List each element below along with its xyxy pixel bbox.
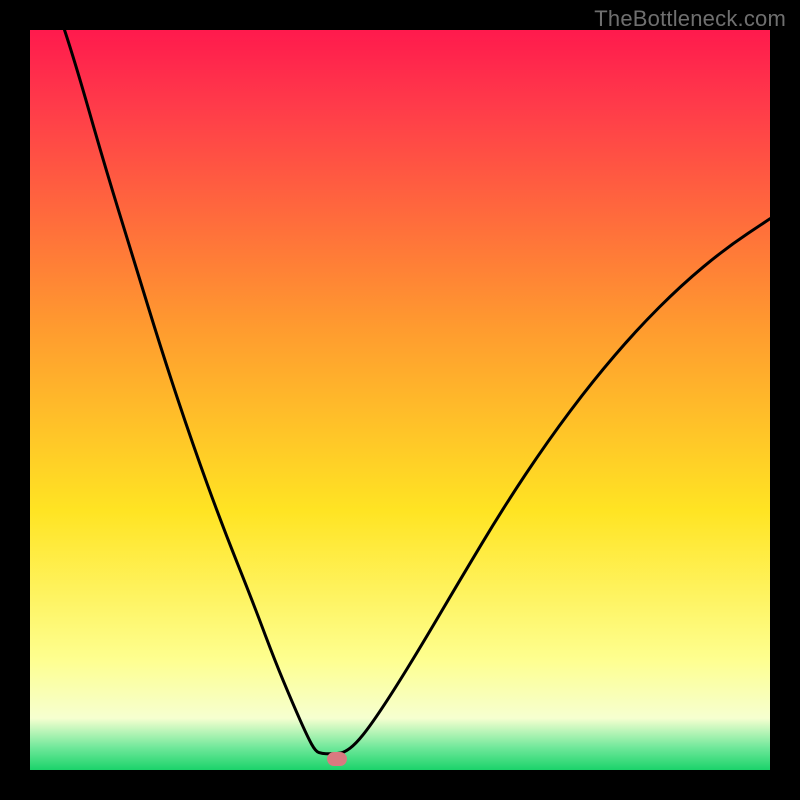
optimal-point-marker — [327, 752, 347, 766]
chart-frame: TheBottleneck.com — [0, 0, 800, 800]
watermark-text: TheBottleneck.com — [594, 6, 786, 32]
plot-area — [30, 30, 770, 770]
bottleneck-curve — [30, 30, 770, 770]
